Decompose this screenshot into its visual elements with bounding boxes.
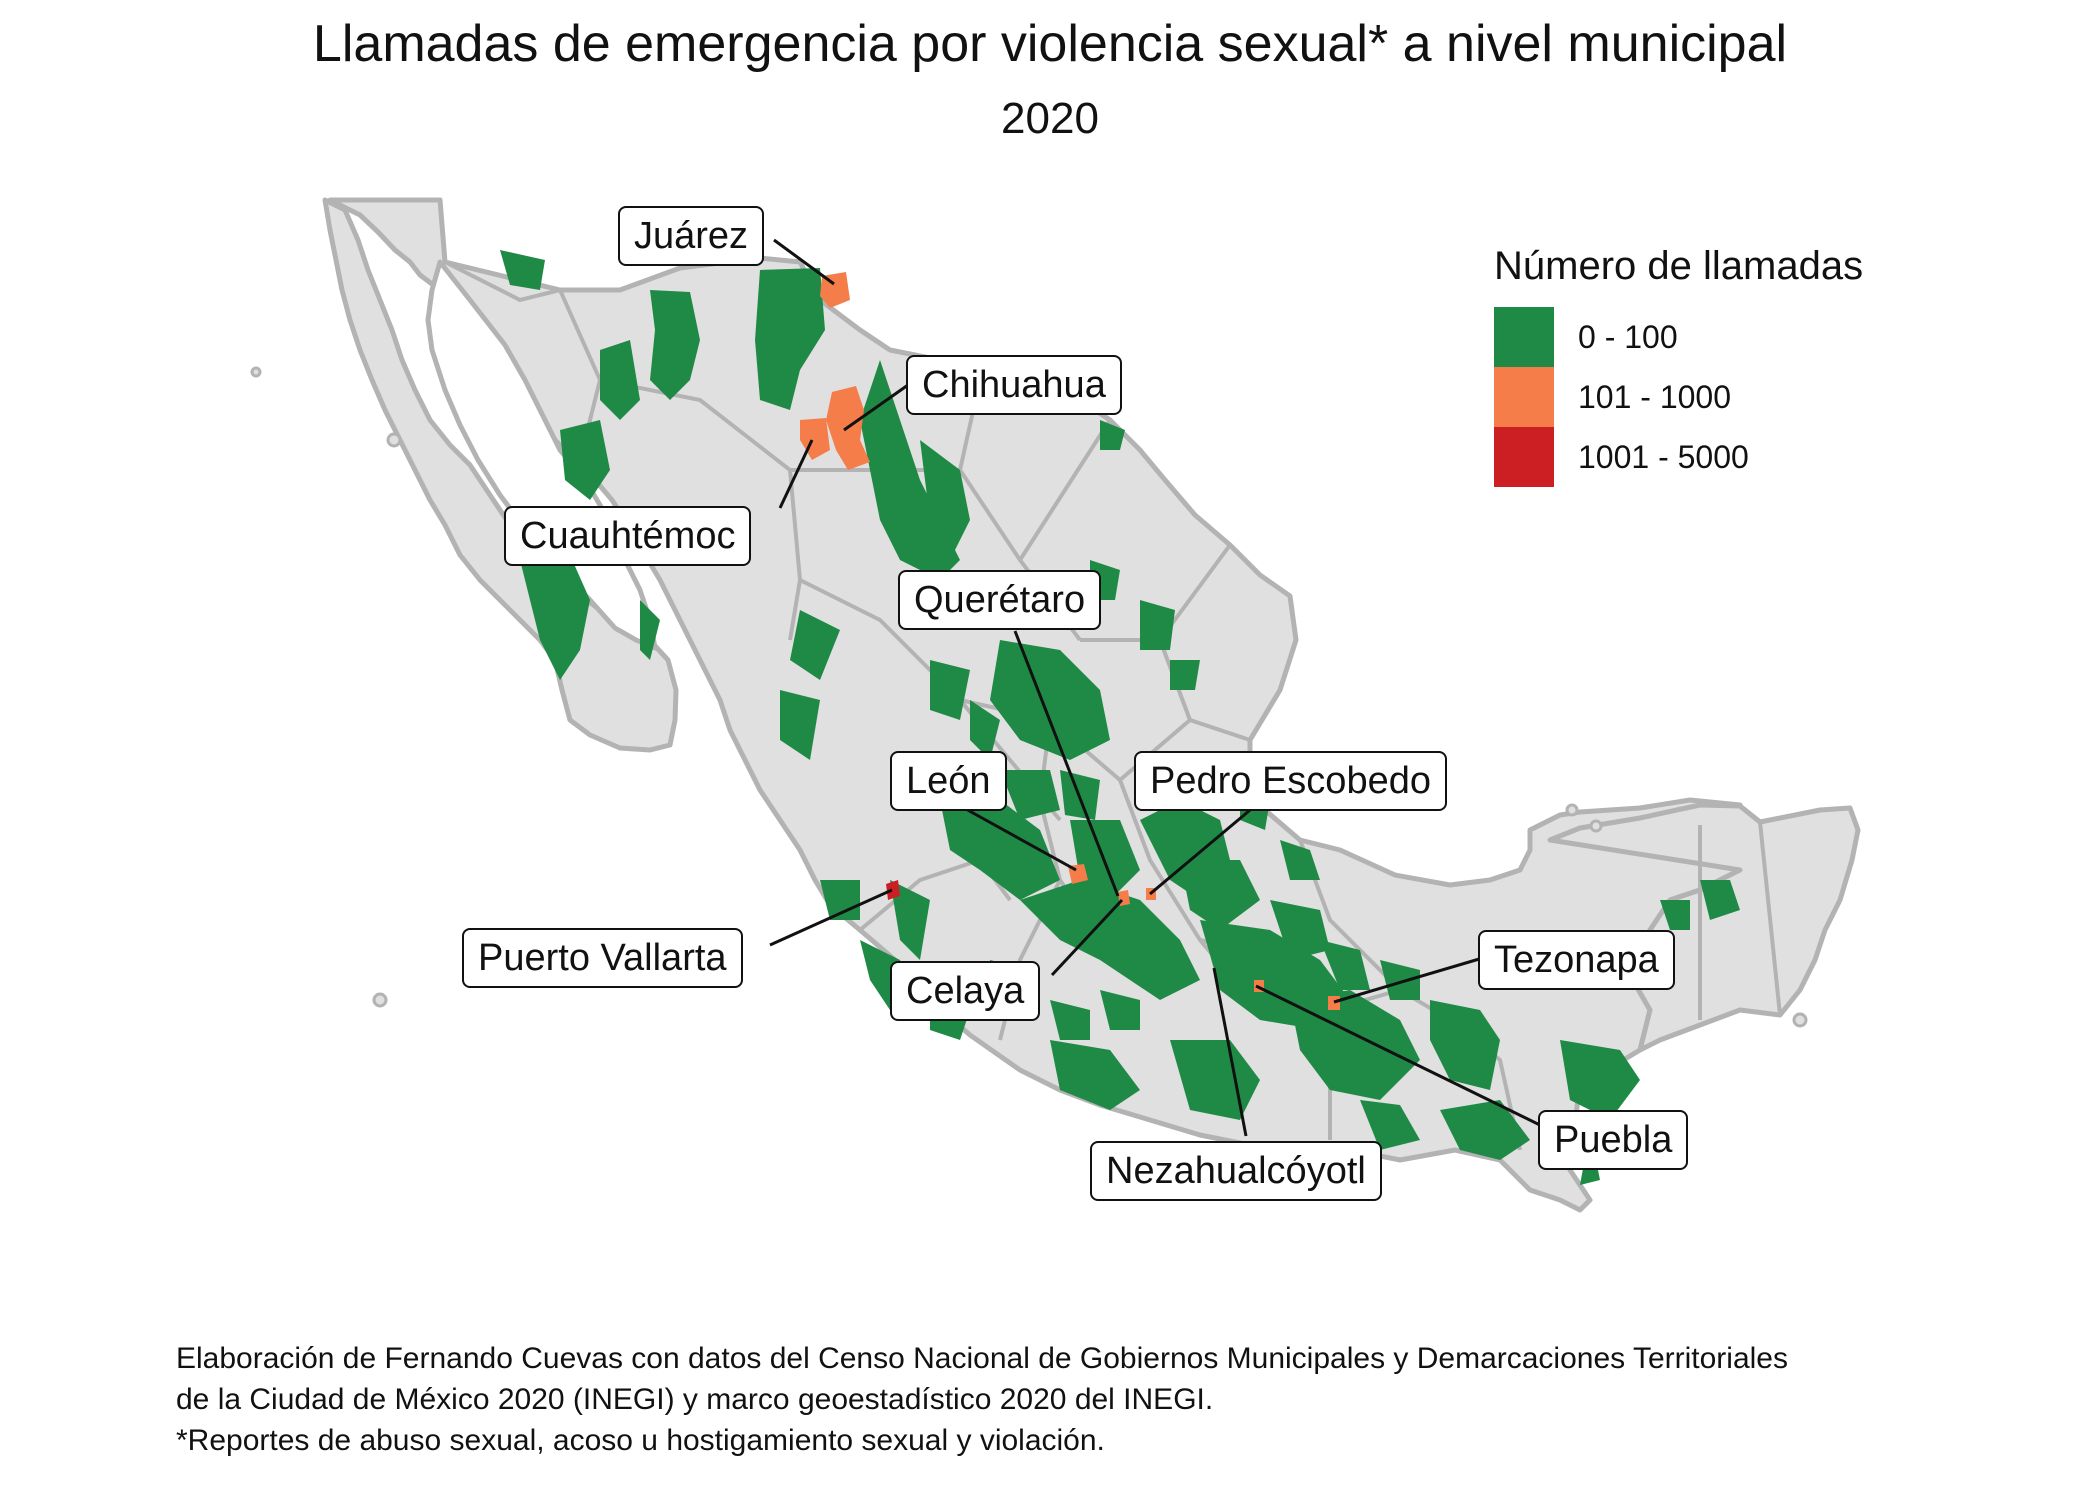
callout-nezahualcoyotl: Nezahualcóyotl <box>1090 1141 1382 1201</box>
caption: Elaboración de Fernando Cuevas con datos… <box>176 1338 1788 1461</box>
caption-line-3: *Reportes de abuso sexual, acoso u hosti… <box>176 1424 1105 1457</box>
legend: Número de llamadas 0 - 100 101 - 1000 10… <box>1494 244 1863 487</box>
legend-swatch-orange <box>1494 367 1554 427</box>
legend-item-101-1000: 101 - 1000 <box>1494 367 1863 427</box>
legend-item-0-100: 0 - 100 <box>1494 307 1863 367</box>
callout-juarez: Juárez <box>618 206 765 266</box>
callout-pedro-escobedo: Pedro Escobedo <box>1134 751 1447 811</box>
callout-puebla: Puebla <box>1538 1110 1689 1170</box>
legend-item-1001-5000: 1001 - 5000 <box>1494 427 1863 487</box>
callout-chihuahua: Chihuahua <box>906 355 1122 415</box>
callout-tezonapa: Tezonapa <box>1478 930 1675 990</box>
baja-california-peninsula <box>322 197 679 753</box>
callout-queretaro: Querétaro <box>898 570 1102 630</box>
legend-label: 1001 - 5000 <box>1578 438 1749 475</box>
caption-line-2: de la Ciudad de México 2020 (INEGI) y ma… <box>176 1383 1214 1416</box>
legend-label: 0 - 100 <box>1578 318 1678 355</box>
callout-leon: León <box>890 751 1007 811</box>
caption-line-1: Elaboración de Fernando Cuevas con datos… <box>176 1342 1788 1375</box>
chart-subtitle: 2020 <box>1001 94 1099 143</box>
legend-label: 101 - 1000 <box>1578 378 1732 415</box>
leader-lines <box>769 238 1547 1137</box>
legend-swatch-green <box>1494 307 1554 367</box>
chart-title: Llamadas de emergencia por violencia sex… <box>312 15 1788 73</box>
islands <box>250 366 1808 1028</box>
legend-swatch-red <box>1494 427 1554 487</box>
callout-cuauhtemoc: Cuauhtémoc <box>504 506 752 566</box>
municipalities-1001-5000 <box>886 880 900 900</box>
callout-puerto-vallarta: Puerto Vallarta <box>462 928 743 988</box>
callout-celaya: Celaya <box>890 961 1041 1021</box>
legend-title: Número de llamadas <box>1494 244 1864 288</box>
